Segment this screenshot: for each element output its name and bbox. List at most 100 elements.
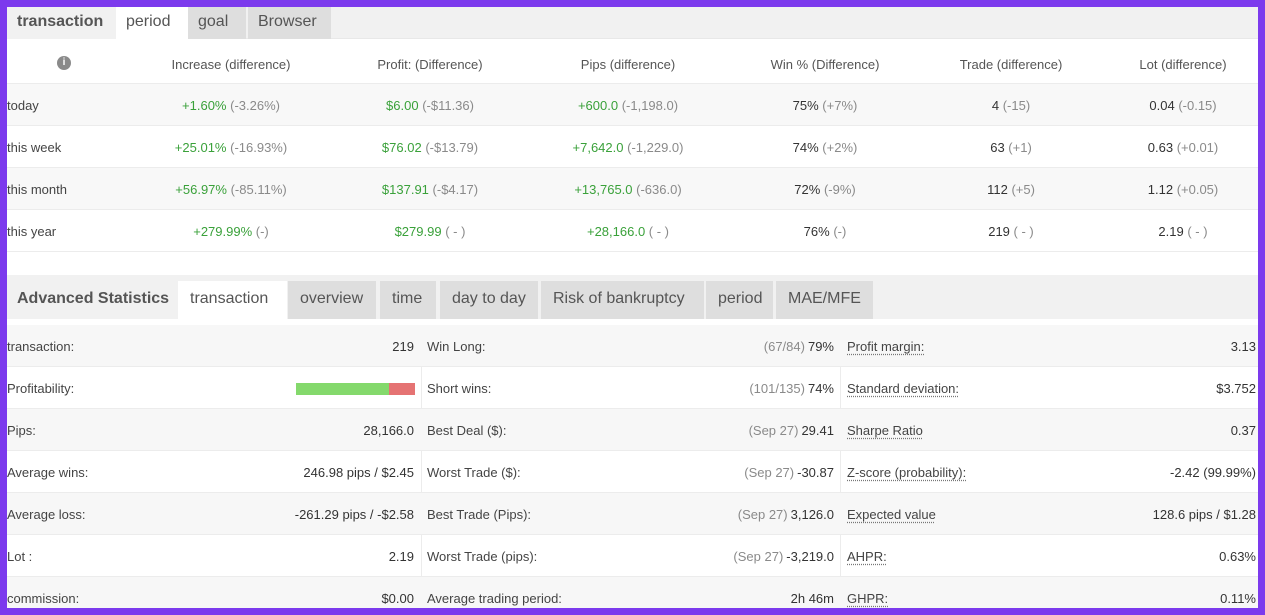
summary-cell-win: 74% (+2%) bbox=[793, 140, 858, 155]
adv-tab-overview[interactable]: overview bbox=[288, 281, 376, 319]
stat-value: -261.29 pips / -$2.58 bbox=[294, 507, 414, 522]
adv-tab-time[interactable]: time bbox=[380, 281, 436, 319]
summary-value: +25.01% bbox=[174, 140, 227, 155]
stat-value: 2h 46m bbox=[790, 591, 834, 606]
summary-value: 76% bbox=[803, 224, 830, 239]
stat-value: 3,126.0 bbox=[790, 507, 834, 522]
tab-goal[interactable]: goal bbox=[188, 7, 246, 39]
summary-value: 75% bbox=[792, 98, 819, 113]
stat-note: (Sep 27) bbox=[733, 549, 784, 564]
stat-value: $0.00 bbox=[381, 591, 414, 606]
summary-diff: (-9%) bbox=[823, 182, 856, 197]
stat-value-group: (101/135) 74% bbox=[749, 381, 834, 396]
tab-browser[interactable]: Browser bbox=[248, 7, 331, 39]
top-tab-bar: transaction period goal Browser bbox=[7, 7, 1258, 39]
adv-tab-mae-mfe[interactable]: MAE/MFE bbox=[776, 281, 873, 319]
summary-value: +600.0 bbox=[577, 98, 619, 113]
summary-diff: (+7%) bbox=[822, 98, 858, 113]
stat-label-link[interactable]: AHPR: bbox=[847, 549, 887, 564]
stat-value-group: (67/84) 79% bbox=[764, 339, 834, 354]
stat-label-link[interactable]: Profit margin: bbox=[847, 339, 925, 354]
summary-value: $76.02 bbox=[381, 140, 422, 155]
summary-value: 0.63 bbox=[1147, 140, 1174, 155]
summary-diff: (+5) bbox=[1011, 182, 1035, 197]
stat-label-link[interactable]: Sharpe Ratio bbox=[847, 423, 923, 438]
tab-period[interactable]: period bbox=[116, 7, 188, 39]
summary-diff: (+0.05) bbox=[1176, 182, 1219, 197]
stat-label-link[interactable]: Z-score (probability): bbox=[847, 465, 967, 480]
stat-label: Best Trade (Pips): bbox=[427, 507, 532, 522]
stat-value-group: 2h 46m bbox=[791, 591, 834, 606]
stat-value: 28,166.0 bbox=[363, 423, 414, 438]
stat-label-link[interactable]: Expected value bbox=[847, 507, 936, 522]
summary-cell-profit: $6.00 (-$11.36) bbox=[386, 98, 474, 113]
summary-cell-trade: 4 (-15) bbox=[992, 98, 1030, 113]
summary-row-label: this week bbox=[7, 140, 62, 155]
summary-value: +279.99% bbox=[193, 224, 253, 239]
stat-value: 219 bbox=[392, 339, 414, 354]
summary-cell-win: 76% (-) bbox=[804, 224, 847, 239]
stats-row: Lot : 2.19 Worst Trade (pips): (Sep 27) -3,2… bbox=[7, 535, 1258, 577]
stat-value: -3,219.0 bbox=[786, 549, 834, 564]
summary-cell-trade: 63 (+1) bbox=[990, 140, 1032, 155]
stat-value: 29.41 bbox=[801, 423, 834, 438]
stats-row: transaction: 219 Win Long: (67/84) 79% Profit… bbox=[7, 325, 1258, 367]
summary-cell-increase: +1.60% (-3.26%) bbox=[182, 98, 280, 113]
stat-label-link[interactable]: GHPR: bbox=[847, 591, 889, 606]
tab-transaction-header[interactable]: transaction bbox=[7, 7, 116, 39]
summary-diff: ( - ) bbox=[1013, 224, 1034, 239]
summary-cell-pips: +13,765.0 (-636.0) bbox=[574, 182, 681, 197]
col-header-pips: Pips (difference) bbox=[580, 57, 676, 72]
adv-tab-transaction[interactable]: transaction bbox=[178, 281, 287, 319]
summary-row: this week +25.01% (-16.93%) $76.02 (-$13.7… bbox=[7, 126, 1258, 168]
column-divider bbox=[421, 325, 422, 608]
stat-value-group: (Sep 27) 3,126.0 bbox=[738, 507, 834, 522]
stat-value-group: (Sep 27) -3,219.0 bbox=[733, 549, 834, 564]
summary-diff: (-16.93%) bbox=[230, 140, 288, 155]
stat-label: commission: bbox=[7, 591, 80, 606]
summary-value: $279.99 bbox=[394, 224, 442, 239]
summary-value: +1.60% bbox=[182, 98, 227, 113]
summary-row: this month +56.97% (-85.11%) $137.91 (-$4.… bbox=[7, 168, 1258, 210]
summary-value: $137.91 bbox=[381, 182, 429, 197]
summary-cell-profit: $76.02 (-$13.79) bbox=[382, 140, 478, 155]
info-icon[interactable]: i bbox=[57, 56, 71, 70]
adv-tab-day-to-day[interactable]: day to day bbox=[440, 281, 538, 319]
summary-cell-pips: +600.0 (-1,198.0) bbox=[578, 98, 678, 113]
stat-label: Pips: bbox=[7, 423, 36, 438]
stat-value: 79% bbox=[807, 339, 834, 354]
summary-value: 2.19 bbox=[1158, 224, 1184, 239]
summary-row-label: today bbox=[7, 98, 39, 113]
stats-row: commission: $0.00 Average trading period: 2… bbox=[7, 577, 1258, 608]
summary-cell-trade: 219 ( - ) bbox=[988, 224, 1034, 239]
summary-cell-pips: +7,642.0 (-1,229.0) bbox=[573, 140, 684, 155]
stat-label: Profitability: bbox=[7, 381, 75, 396]
summary-cell-increase: +25.01% (-16.93%) bbox=[175, 140, 287, 155]
stat-value: 128.6 pips / $1.28 bbox=[1152, 507, 1256, 522]
summary-value: 4 bbox=[991, 98, 1000, 113]
summary-value: +13,765.0 bbox=[574, 182, 633, 197]
stat-label: Average trading period: bbox=[427, 591, 562, 606]
stat-value-group: (Sep 27) -30.87 bbox=[744, 465, 834, 480]
summary-cell-lot: 2.19 ( - ) bbox=[1158, 224, 1207, 239]
summary-diff: (-$4.17) bbox=[432, 182, 479, 197]
summary-header: i Increase (difference) Profit: (Differe… bbox=[7, 40, 1258, 84]
stat-value: 3.13 bbox=[1230, 339, 1256, 354]
adv-tab-period[interactable]: period bbox=[706, 281, 773, 319]
col-header-increase: Increase (difference) bbox=[171, 57, 291, 72]
summary-cell-profit: $137.91 (-$4.17) bbox=[382, 182, 478, 197]
summary-value: 219 bbox=[988, 224, 1010, 239]
adv-tab-risk-of-bankruptcy[interactable]: Risk of bankruptcy bbox=[541, 281, 704, 319]
summary-cell-win: 72% (-9%) bbox=[794, 182, 855, 197]
stat-value: $3.752 bbox=[1216, 381, 1256, 396]
stat-value: 0.63% bbox=[1219, 549, 1256, 564]
summary-diff: (-636.0) bbox=[636, 182, 682, 197]
stat-label: Best Deal ($): bbox=[427, 423, 507, 438]
stat-note: (Sep 27) bbox=[737, 507, 788, 522]
col-header-profit: Profit: (Difference) bbox=[377, 57, 483, 72]
stat-value: 0.11% bbox=[1220, 591, 1256, 606]
stat-value: 2.19 bbox=[388, 549, 414, 564]
stat-label: Worst Trade ($): bbox=[427, 465, 521, 480]
stat-label-link[interactable]: Standard deviation: bbox=[847, 381, 960, 396]
stat-value: 74% bbox=[807, 381, 834, 396]
